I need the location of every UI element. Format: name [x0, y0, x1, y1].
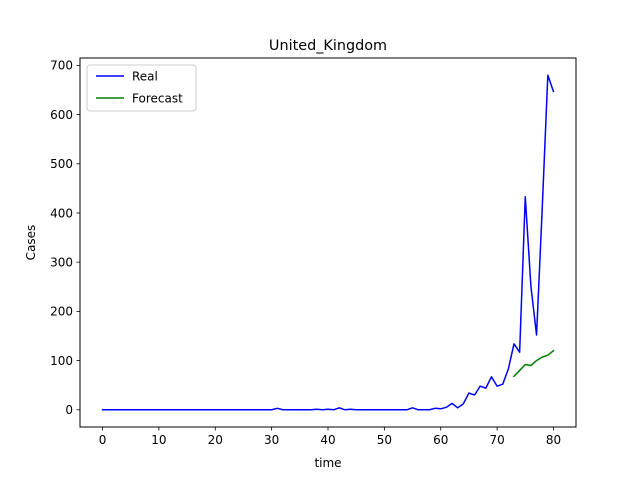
- y-tick-label: 500: [50, 157, 73, 171]
- y-tick-label: 0: [65, 403, 73, 417]
- y-tick-label: 700: [50, 59, 73, 73]
- series-line-forecast: [512, 349, 555, 378]
- legend: Real Forecast: [86, 64, 197, 112]
- y-tick-label: 400: [50, 206, 73, 220]
- x-tick-label: 50: [377, 433, 392, 447]
- y-tick-label: 300: [50, 255, 73, 269]
- chart-title: United_Kingdom: [269, 38, 387, 54]
- x-tick-label: 40: [320, 433, 335, 447]
- x-tick-label: 60: [433, 433, 448, 447]
- series-layer: [101, 74, 555, 411]
- legend-label-real: Real: [132, 70, 158, 84]
- x-tick-label: 70: [489, 433, 504, 447]
- y-axis-label: Cases: [24, 225, 38, 261]
- x-tick-label: 30: [264, 433, 279, 447]
- x-axis-label: time: [314, 456, 341, 470]
- legend-label-forecast: Forecast: [132, 92, 183, 106]
- x-tick-label: 10: [151, 433, 166, 447]
- x-tick-label: 20: [208, 433, 223, 447]
- y-tick-label: 200: [50, 305, 73, 319]
- y-tick-label: 600: [50, 108, 73, 122]
- y-axis-ticks: 0 100 200 300 400 500 600 700: [50, 59, 80, 417]
- series-line-real: [101, 74, 555, 411]
- x-tick-label: 0: [99, 433, 107, 447]
- x-axis-ticks: 0 10 20 30 40 50 60 70 80: [99, 427, 561, 447]
- x-tick-label: 80: [546, 433, 561, 447]
- y-tick-label: 100: [50, 354, 73, 368]
